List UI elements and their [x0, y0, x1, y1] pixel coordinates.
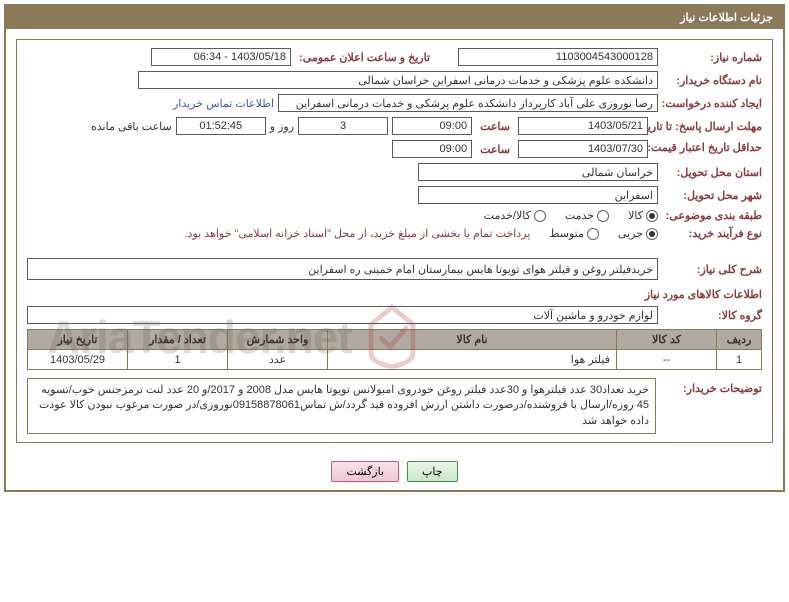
td-qty: 1 [128, 350, 228, 370]
th-code: کد کالا [617, 330, 717, 350]
th-name: نام کالا [328, 330, 617, 350]
table-row: 1 -- فیلتر هوا عدد 1 1403/05/29 [28, 350, 762, 370]
td-name: فیلتر هوا [328, 350, 617, 370]
general-desc-label: شرح کلی نیاز: [662, 263, 762, 276]
min-valid-time-field: 09:00 [392, 140, 472, 158]
requester-label: ایجاد کننده درخواست: [662, 97, 762, 110]
reply-deadline-label: مهلت ارسال پاسخ: تا تاریخ: [652, 120, 762, 133]
buyer-desc-box: خرید تعداد30 عدد فیلترهوا و 30عدد فیلتر … [27, 378, 656, 434]
delivery-prov-field: خراسان شمالی [418, 163, 658, 181]
announce-field: 1403/05/18 - 06:34 [151, 48, 291, 66]
radio-motavaset-label: متوسط [549, 227, 584, 240]
radio-dot-icon [646, 210, 658, 222]
radio-both[interactable]: کالا/خدمت [484, 209, 546, 222]
reply-time-field: 09:00 [392, 117, 472, 135]
main-content: AriaTender.net شماره نیاز: 1103004543000… [16, 39, 773, 443]
radio-dot-icon [597, 210, 609, 222]
th-qty: تعداد / مقدار [128, 330, 228, 350]
td-row: 1 [717, 350, 762, 370]
time-label-1: ساعت [476, 120, 514, 133]
td-code: -- [617, 350, 717, 370]
radio-khadamat[interactable]: خدمت [565, 209, 609, 222]
button-row: چاپ بازگشت [6, 453, 783, 490]
radio-motavaset[interactable]: متوسط [549, 227, 599, 240]
remaining-label: ساعت باقی مانده [91, 120, 172, 133]
delivery-city-label: شهر محل تحویل: [662, 189, 762, 202]
days-label: روز و [270, 120, 294, 133]
radio-khadamat-label: خدمت [565, 209, 594, 222]
radio-dot-icon [646, 228, 658, 240]
process-label: نوع فرآیند خرید: [662, 227, 762, 240]
buyer-org-field: دانشکده علوم پزشکی و خدمات درمانی اسفرای… [138, 71, 658, 89]
need-no-label: شماره نیاز: [662, 51, 762, 64]
th-unit: واحد شمارش [228, 330, 328, 350]
buyer-org-label: نام دستگاه خریدار: [662, 74, 762, 87]
items-table: ردیف کد کالا نام کالا واحد شمارش تعداد /… [27, 329, 762, 370]
general-desc-field: خریدفیلتر روغن و فیلتر هوای تویوتا هایس … [27, 258, 658, 280]
remaining-field: 01:52:45 [176, 117, 266, 135]
delivery-city-field: اسفراین [418, 186, 658, 204]
process-note: پرداخت تمام یا بخشی از مبلغ خرید، از محل… [185, 227, 531, 240]
delivery-prov-label: استان محل تحویل: [662, 166, 762, 179]
items-section-label: اطلاعات کالاهای مورد نیاز [27, 288, 762, 301]
category-label: طبقه بندی موضوعی: [662, 209, 762, 222]
goods-group-field: لوازم خودرو و ماشین آلات [27, 306, 658, 324]
radio-dot-icon [587, 228, 599, 240]
td-unit: عدد [228, 350, 328, 370]
radio-kala-label: کالا [628, 209, 643, 222]
radio-kala[interactable]: کالا [628, 209, 658, 222]
radio-both-label: کالا/خدمت [484, 209, 531, 222]
radio-jozi-label: جزیی [618, 227, 643, 240]
days-field: 3 [298, 117, 388, 135]
need-no-field: 1103004543000128 [458, 48, 658, 66]
th-row: ردیف [717, 330, 762, 350]
requester-field: رضا نوروزی علی آباد کارپرداز دانشکده علو… [278, 94, 658, 112]
goods-group-label: گروه کالا: [662, 309, 762, 322]
min-valid-label: حداقل تاریخ اعتبار قیمت: تا تاریخ: [652, 142, 762, 155]
announce-label: تاریخ و ساعت اعلان عمومی: [295, 51, 434, 64]
radio-dot-icon [534, 210, 546, 222]
back-button[interactable]: بازگشت [331, 461, 399, 482]
buyer-desc-label: توضیحات خریدار: [662, 374, 762, 395]
table-header-row: ردیف کد کالا نام کالا واحد شمارش تعداد /… [28, 330, 762, 350]
time-label-2: ساعت [476, 143, 514, 156]
contact-link[interactable]: اطلاعات تماس خریدار [173, 97, 274, 110]
print-button[interactable]: چاپ [407, 461, 458, 482]
reply-date-field: 1403/05/21 [518, 117, 648, 135]
min-valid-date-field: 1403/07/30 [518, 140, 648, 158]
th-need-date: تاریخ نیاز [28, 330, 128, 350]
panel-header: جزئیات اطلاعات نیاز [6, 6, 783, 29]
td-need-date: 1403/05/29 [28, 350, 128, 370]
radio-jozi[interactable]: جزیی [618, 227, 658, 240]
